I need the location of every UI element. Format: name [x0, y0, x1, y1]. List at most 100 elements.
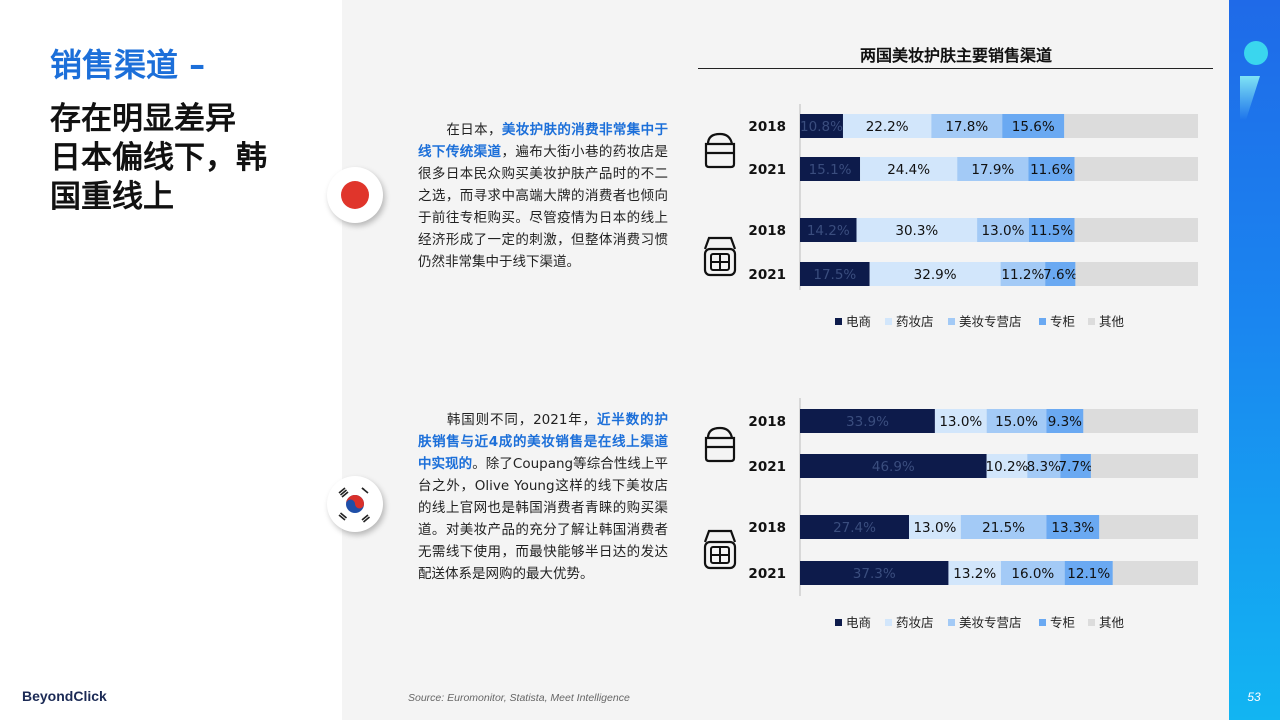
- jar-body-shape: [704, 142, 736, 169]
- bar-segment: [1045, 262, 1076, 286]
- legend-swatch: [1039, 318, 1046, 325]
- year-tick-label: 2021: [748, 162, 786, 178]
- chart-title: 两国美妆护肤主要销售渠道: [859, 46, 1052, 65]
- bar-segment: [960, 515, 1047, 539]
- legend-swatch: [835, 619, 842, 626]
- headline-line: 存在明显差异: [50, 101, 236, 137]
- year-tick-label: 2021: [748, 566, 786, 582]
- bar-segment: [800, 454, 987, 478]
- bar-segment: [1074, 157, 1198, 181]
- legend-label: 美妆专营店: [959, 314, 1022, 329]
- bar-segment: [1000, 262, 1046, 286]
- legend-label: 美妆专营店: [959, 615, 1022, 630]
- legend-swatch: [885, 619, 892, 626]
- bar-segment: [842, 114, 932, 138]
- bar-segment: [986, 454, 1028, 478]
- data-label: 17.8%: [945, 119, 988, 135]
- bar-segment: [1064, 561, 1113, 585]
- korea-highlight: 近半数的护肤销售与近4成的美妆销售是在线上渠道中实现的: [418, 412, 668, 472]
- bar-segment: [1046, 409, 1084, 433]
- data-label: 13.0%: [939, 414, 982, 430]
- data-label: 17.9%: [971, 162, 1014, 178]
- data-label: 21.5%: [982, 520, 1025, 536]
- chart-title-rule: [698, 68, 1213, 69]
- compact-lid-shape: [703, 236, 737, 250]
- jar-lid-shape: [706, 132, 734, 145]
- bar-segment: [948, 561, 1001, 585]
- year-tick-label: 2018: [748, 414, 786, 430]
- data-label: 7.7%: [1058, 459, 1092, 475]
- bar-segment: [1060, 454, 1091, 478]
- bar-segment: [800, 561, 949, 585]
- legend-label: 其他: [1099, 615, 1125, 630]
- bar-segment: [869, 262, 1001, 286]
- bar-segment: [986, 409, 1047, 433]
- legend-swatch: [948, 318, 955, 325]
- bar-segment: [1064, 114, 1198, 138]
- legend-label: 专柜: [1050, 314, 1075, 329]
- bar-segment: [1083, 409, 1198, 433]
- headline-line: 日本偏线下，韩: [50, 140, 267, 176]
- bar-segment: [1002, 114, 1065, 138]
- data-label: 27.4%: [833, 520, 876, 536]
- bar-segment: [934, 409, 987, 433]
- side-strip: [1229, 0, 1280, 720]
- data-label: 17.5%: [813, 267, 856, 283]
- year-tick-label: 2021: [748, 267, 786, 283]
- data-label: 14.2%: [807, 223, 850, 239]
- data-label: 9.3%: [1048, 414, 1082, 430]
- bar-segment: [800, 515, 910, 539]
- source-note: Source: Euromonitor, Statista, Meet Inte…: [408, 692, 630, 704]
- legend-label: 其他: [1099, 314, 1125, 329]
- data-label: 16.0%: [1011, 566, 1054, 582]
- legend-swatch: [1088, 318, 1095, 325]
- data-label: 15.0%: [995, 414, 1038, 430]
- bar-segment: [1075, 262, 1198, 286]
- data-label: 24.4%: [887, 162, 930, 178]
- bar-segment: [800, 262, 870, 286]
- headline-line: 国重线上: [50, 179, 174, 215]
- year-tick-label: 2018: [748, 520, 786, 536]
- legend-label: 药妆店: [896, 615, 934, 630]
- legend-swatch: [1039, 619, 1046, 626]
- data-label: 30.3%: [895, 223, 938, 239]
- bar-segment: [957, 157, 1029, 181]
- legend-label: 电商: [846, 615, 871, 630]
- bar-segment: [1000, 561, 1065, 585]
- legend-swatch: [948, 619, 955, 626]
- bar-segment: [1028, 218, 1075, 242]
- jar-body-shape: [704, 436, 736, 463]
- year-tick-label: 2018: [748, 223, 786, 239]
- bar-segment: [800, 157, 861, 181]
- korea-flag-icon: [327, 476, 383, 532]
- bar-segment: [931, 114, 1003, 138]
- data-label: 46.9%: [872, 459, 915, 475]
- page-number: 53: [1247, 690, 1261, 704]
- bar-segment: [1074, 218, 1198, 242]
- bar-segment: [909, 515, 961, 539]
- compact-body-shape: [703, 247, 737, 277]
- year-tick-label: 2021: [748, 459, 786, 475]
- bar-segment: [860, 157, 958, 181]
- brand-logo: BeyondClick: [22, 688, 107, 704]
- japan-paragraph: 在日本，美妆护肤的消费非常集中于线下传统渠道，遍布大街小巷的药妆店是很多日本民众…: [418, 122, 669, 270]
- jar-lid-shape: [706, 426, 734, 439]
- data-label: 22.2%: [866, 119, 909, 135]
- legend-label: 电商: [846, 314, 871, 329]
- bar-segment: [800, 114, 843, 138]
- bar-segment: [800, 218, 857, 242]
- data-label: 32.9%: [914, 267, 957, 283]
- data-label: 10.2%: [986, 459, 1029, 475]
- data-label: 13.3%: [1051, 520, 1094, 536]
- data-label: 13.2%: [953, 566, 996, 582]
- compact-body-shape: [703, 540, 737, 570]
- bar-segment: [1090, 454, 1198, 478]
- data-label: 12.1%: [1067, 566, 1110, 582]
- japan-flag-icon: [327, 167, 383, 223]
- data-label: 8.3%: [1027, 459, 1061, 475]
- brand-dot-icon: [1244, 41, 1268, 65]
- bar-segment: [977, 218, 1029, 242]
- legend-label: 药妆店: [896, 314, 934, 329]
- headline: 存在明显差异 日本偏线下，韩 国重线上: [50, 100, 267, 217]
- legend-label: 专柜: [1050, 615, 1075, 630]
